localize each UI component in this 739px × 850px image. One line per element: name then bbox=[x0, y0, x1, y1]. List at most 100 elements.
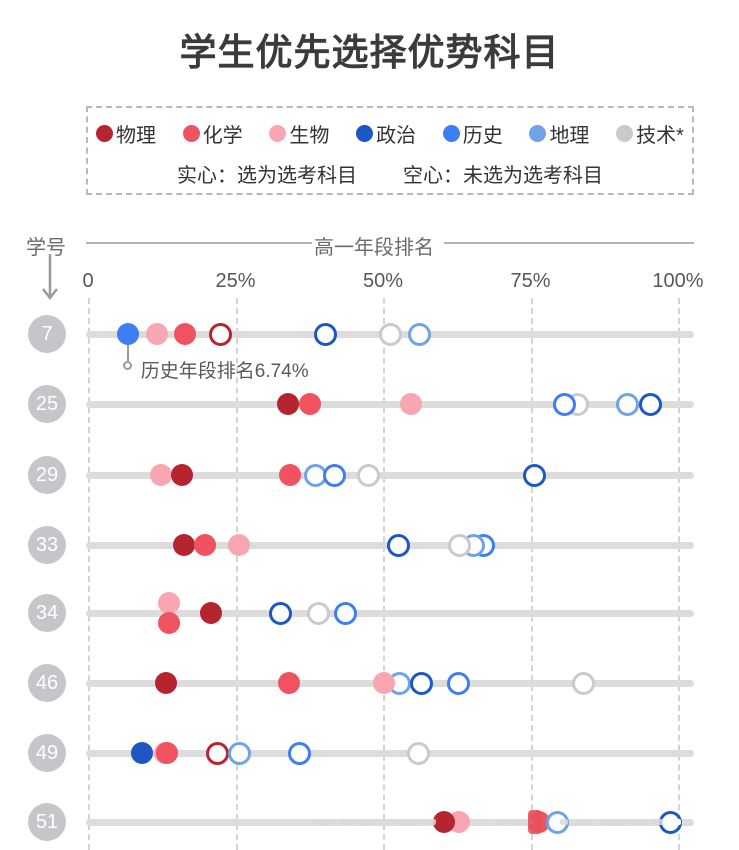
student-track bbox=[86, 749, 694, 757]
watermark-mark bbox=[634, 819, 646, 825]
legend-item-label: 政治 bbox=[376, 125, 417, 147]
dot-技术-hollow[interactable] bbox=[306, 601, 330, 625]
legend-swatch-icon bbox=[616, 125, 634, 142]
legend-item-生物[interactable]: 生物 bbox=[269, 119, 329, 148]
dot-地理-hollow[interactable] bbox=[408, 322, 432, 346]
dot-化学-solid[interactable] bbox=[278, 464, 301, 486]
legend-item-地理[interactable]: 地理 bbox=[529, 119, 589, 148]
student-id-badge: 29 bbox=[28, 456, 66, 494]
dot-生物-solid[interactable] bbox=[158, 592, 181, 614]
dot-政治-hollow[interactable] bbox=[314, 322, 338, 346]
legend-swatch-icon bbox=[269, 125, 287, 142]
watermark-mark bbox=[424, 819, 436, 825]
dot-技术-hollow[interactable] bbox=[378, 322, 402, 346]
dot-地理-hollow[interactable] bbox=[228, 741, 252, 765]
dot-历史-hollow[interactable] bbox=[553, 392, 577, 416]
legend-item-物理[interactable]: 物理 bbox=[96, 119, 156, 148]
legend-notes: 实心：选为选考科目 空心：未选为选考科目 bbox=[88, 159, 692, 188]
dot-生物-solid[interactable] bbox=[372, 672, 395, 694]
dot-政治-hollow[interactable] bbox=[638, 392, 662, 416]
legend-items-row: 物理 化学 生物 政治 历史 地理 技术* bbox=[88, 108, 692, 148]
dot-化学-solid[interactable] bbox=[298, 393, 321, 415]
gridline-0 bbox=[88, 298, 90, 850]
student-id-badge: 49 bbox=[28, 734, 66, 772]
dot-生物-solid[interactable] bbox=[400, 393, 423, 415]
dot-生物-solid[interactable] bbox=[149, 464, 172, 486]
dot-物理-solid[interactable] bbox=[277, 393, 299, 415]
dot-政治-solid[interactable] bbox=[130, 742, 153, 764]
legend-item-政治[interactable]: 政治 bbox=[356, 119, 416, 148]
watermark-mark bbox=[600, 819, 626, 825]
dot-化学-solid[interactable] bbox=[156, 742, 179, 764]
dot-历史-hollow[interactable] bbox=[447, 671, 471, 695]
watermark-mark bbox=[663, 819, 681, 825]
x-tick-label: 100% bbox=[652, 270, 704, 292]
watermark-mark bbox=[382, 819, 390, 825]
legend-item-技术[interactable]: 技术* bbox=[616, 119, 684, 148]
dot-化学-solid[interactable] bbox=[277, 672, 300, 694]
dot-物理-hollow[interactable] bbox=[209, 322, 233, 346]
dot-政治-hollow[interactable] bbox=[269, 601, 293, 625]
x-tick-label: 25% bbox=[215, 270, 256, 292]
dot-历史-hollow[interactable] bbox=[322, 463, 346, 487]
legend-swatch-icon bbox=[356, 125, 374, 142]
dot-政治-hollow[interactable] bbox=[386, 533, 410, 557]
dot-技术-hollow[interactable] bbox=[356, 463, 380, 487]
legend-item-化学[interactable]: 化学 bbox=[182, 119, 243, 148]
dot-生物-solid[interactable] bbox=[228, 534, 251, 556]
dot-化学-solid[interactable] bbox=[158, 612, 181, 634]
gridline-50% bbox=[383, 298, 385, 850]
dot-政治-hollow[interactable] bbox=[410, 671, 434, 695]
dot-物理-solid[interactable] bbox=[173, 534, 196, 556]
gridline-75% bbox=[530, 298, 533, 850]
watermark-mark bbox=[398, 819, 418, 825]
dot-历史-hollow[interactable] bbox=[287, 741, 311, 765]
legend-item-label: 生物 bbox=[289, 125, 330, 147]
student-track bbox=[86, 818, 694, 826]
watermark-mark bbox=[318, 819, 332, 825]
watermark-mark bbox=[652, 819, 670, 825]
dot-技术-hollow[interactable] bbox=[448, 533, 472, 557]
x-axis-rule-left bbox=[86, 242, 312, 244]
legend-swatch-icon bbox=[442, 125, 460, 142]
watermark-mark bbox=[496, 819, 506, 825]
student-track bbox=[86, 400, 694, 408]
legend-item-label: 技术* bbox=[636, 125, 684, 147]
x-axis-rule-right bbox=[444, 242, 694, 244]
annotation-anchor-icon bbox=[123, 361, 133, 370]
x-tick-label: 50% bbox=[362, 270, 404, 292]
watermark-mark bbox=[512, 819, 534, 825]
legend-item-label: 历史 bbox=[462, 125, 503, 147]
student-id-badge: 25 bbox=[28, 385, 66, 423]
dot-物理-solid[interactable] bbox=[170, 464, 193, 486]
student-id-badge: 51 bbox=[28, 803, 66, 841]
dot-物理-solid[interactable] bbox=[155, 672, 178, 694]
student-id-badge: 33 bbox=[28, 526, 66, 564]
dot-物理-solid[interactable] bbox=[200, 602, 223, 624]
down-arrow-icon bbox=[36, 252, 64, 309]
watermark-mark bbox=[358, 819, 374, 825]
dot-生物-solid[interactable] bbox=[146, 323, 169, 345]
x-axis-label: 高一年段排名 bbox=[314, 237, 434, 259]
y-axis-label: 学号 bbox=[26, 237, 66, 259]
dot-化学-solid[interactable] bbox=[173, 323, 196, 345]
legend-item-label: 化学 bbox=[202, 125, 243, 147]
student-track bbox=[86, 471, 694, 479]
watermark-mark bbox=[340, 819, 350, 825]
dot-化学-solid[interactable] bbox=[194, 534, 217, 556]
gridline-25% bbox=[235, 298, 238, 850]
legend-note-hollow: 空心：未选为选考科目 bbox=[403, 165, 603, 187]
chart-title: 学生优先选择优势科目 bbox=[179, 32, 560, 73]
student-track bbox=[86, 609, 694, 617]
dot-历史-solid[interactable] bbox=[116, 323, 139, 345]
dot-历史-hollow[interactable] bbox=[334, 601, 358, 625]
dot-物理-solid[interactable] bbox=[432, 811, 455, 833]
legend-item-历史[interactable]: 历史 bbox=[442, 119, 503, 148]
watermark-emblem bbox=[528, 810, 542, 834]
legend-swatch-icon bbox=[182, 125, 200, 142]
dot-技术-hollow[interactable] bbox=[572, 671, 596, 695]
dot-物理-hollow[interactable] bbox=[206, 741, 230, 765]
dot-技术-hollow[interactable] bbox=[406, 741, 430, 765]
dot-地理-hollow[interactable] bbox=[616, 392, 640, 416]
dot-政治-hollow[interactable] bbox=[522, 463, 546, 487]
